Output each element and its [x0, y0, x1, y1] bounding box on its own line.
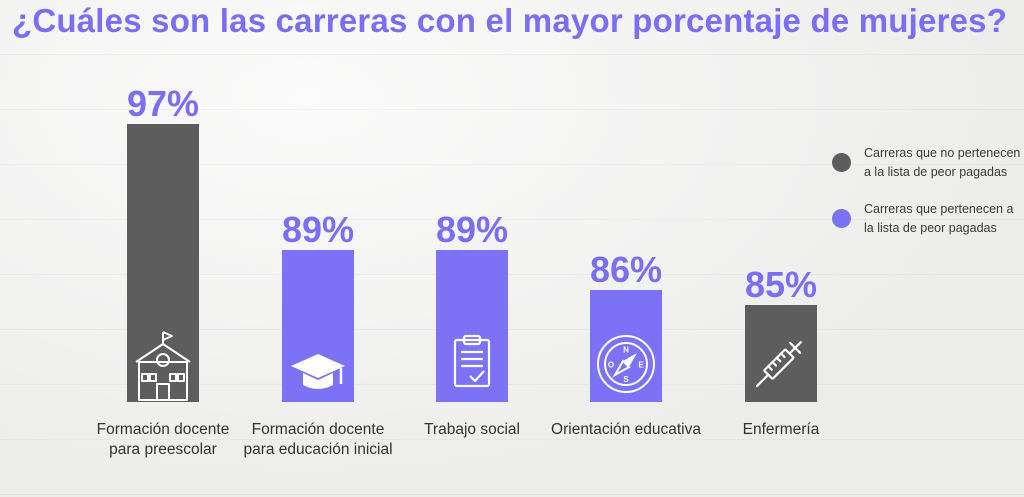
legend: Carreras que no pertenecen a la lista de…	[832, 144, 1022, 256]
legend-dot-gray	[832, 153, 851, 172]
compass-letter: E	[638, 361, 644, 370]
value-label: 86%	[590, 249, 662, 290]
legend-label: Carreras que no pertenecen a la lista de…	[864, 146, 1021, 179]
compass-letter: O	[608, 361, 614, 370]
legend-dot-purple	[832, 209, 851, 228]
category-label: Orientación educativa	[551, 421, 701, 438]
bar-1	[282, 250, 354, 402]
school-icon	[135, 331, 191, 401]
bar-0	[127, 124, 199, 402]
legend-item-in-list: Carreras que pertenecen a la lista de pe…	[832, 200, 1022, 238]
value-label: 97%	[127, 83, 199, 124]
bar-3	[590, 290, 662, 402]
legend-item-no-list: Carreras que no pertenecen a la lista de…	[832, 144, 1022, 182]
compass-letter: N	[623, 346, 629, 355]
category-label: Formación docente para preescolar	[96, 421, 230, 458]
category-label: Formación docente para educación inicial	[243, 421, 393, 458]
syringe-icon	[755, 341, 802, 388]
value-label: 85%	[745, 264, 817, 305]
compass-letter: S	[623, 375, 629, 384]
value-label: 89%	[282, 209, 354, 250]
legend-label: Carreras que pertenecen a la lista de pe…	[864, 202, 1014, 235]
category-label: Enfermería	[742, 421, 820, 438]
clipboard-check-icon	[453, 334, 491, 388]
graduation-cap-icon	[291, 354, 345, 389]
category-label: Trabajo social	[424, 421, 520, 438]
chart-title: ¿Cuáles son las carreras con el mayor po…	[12, 2, 1008, 39]
compass-icon: N SE O	[597, 335, 655, 393]
value-label: 89%	[436, 209, 508, 250]
